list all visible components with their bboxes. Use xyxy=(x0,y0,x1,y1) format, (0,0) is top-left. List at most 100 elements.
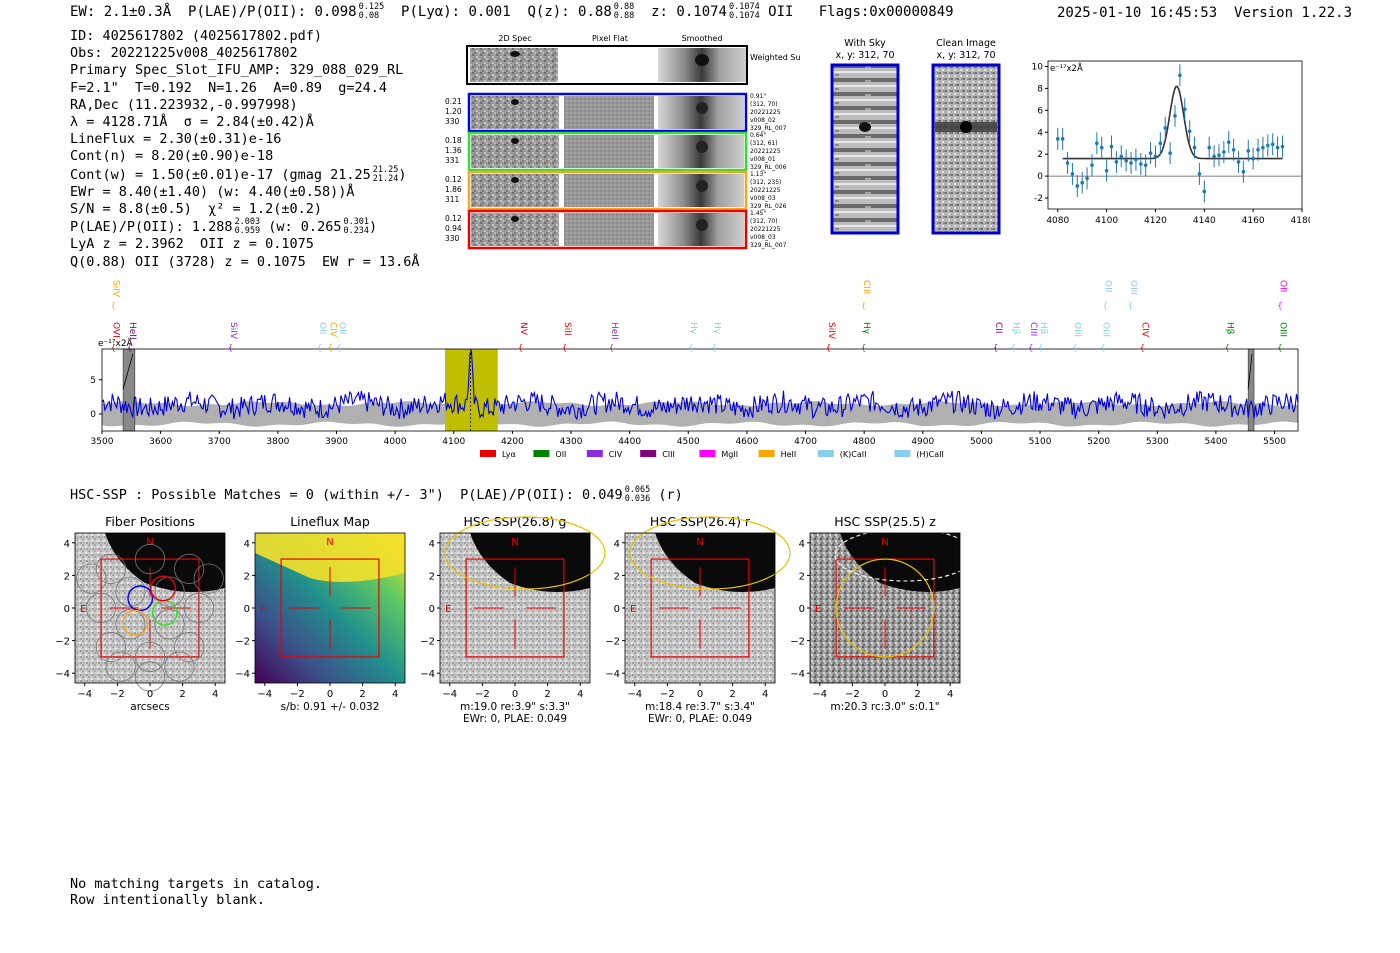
fit-data-point xyxy=(1075,184,1080,188)
info-plae-w-end: ) xyxy=(369,219,378,236)
info-lineflux: LineFlux = 2.30(±0.31)e-16 xyxy=(70,131,282,148)
footer-line-1: No matching targets in catalog. xyxy=(70,876,322,892)
detection-info: ID: 4025617802 (4025617802.pdf) Obs: 202… xyxy=(70,28,420,271)
cutout-row-left-label: 330 xyxy=(445,234,460,243)
legend-label: (K)CaII xyxy=(840,450,867,459)
header-plya: P(Lyα): 0.001 xyxy=(401,4,511,20)
spectrum-xtick-label: 4800 xyxy=(853,437,876,447)
panel-ytick-label: −4 xyxy=(235,669,250,680)
line-marker-brace: { xyxy=(127,343,132,352)
cutout-row-right-label: 20221225 xyxy=(750,109,781,116)
panel-title: HSC SSP(26.8) g xyxy=(464,514,567,529)
panel-xtick-label: −4 xyxy=(442,689,457,700)
line-marker-label: OII xyxy=(1277,280,1287,292)
line-marker-label: HeII xyxy=(127,322,137,340)
spectrum-ytick-label: 5 xyxy=(90,376,96,386)
line-marker-label: NV xyxy=(518,322,528,336)
fiber-circle xyxy=(105,651,136,682)
header-flags: Flags:0x00000849 xyxy=(818,4,954,20)
fit-data-point xyxy=(1090,163,1094,167)
line-marker-brace: { xyxy=(1277,343,1282,352)
fit-ytick-label: 10 xyxy=(1032,62,1044,72)
spectrum-xtick-label: 5400 xyxy=(1204,437,1227,447)
panel-ytick-label: 0 xyxy=(614,604,620,615)
fit-data-point xyxy=(1270,142,1275,147)
line-marker-brace: { xyxy=(228,343,233,352)
info-plae-w-lower: 0.234 xyxy=(343,226,370,237)
line-marker-brace: { xyxy=(1277,301,1282,310)
line-marker-brace: { xyxy=(1072,343,1077,352)
fit-data-point xyxy=(1114,160,1119,164)
galaxy-ellipse xyxy=(629,516,791,590)
cutout-source-dot xyxy=(511,177,519,183)
panels-group: Fiber Positions N E −4 −4 −2 −2 0 0 2 2 4 4 arcsecs Li… xyxy=(55,514,976,725)
line-marker-label: SiIV xyxy=(228,322,238,340)
cutout-pixelflat xyxy=(564,213,654,246)
info-plae-w-upper: 0.301 xyxy=(343,217,370,228)
panel-xtick-label: −2 xyxy=(110,689,125,700)
fit-data-point xyxy=(1246,149,1251,153)
legend-swatch xyxy=(758,450,775,457)
info-fit: F=2.1" T=0.192 N=1.26 A=0.89 g=24.4 xyxy=(70,79,387,96)
fit-data-point xyxy=(1207,145,1211,150)
highlighted-fiber xyxy=(127,585,154,612)
spectrum-ylabel: e⁻¹⁷x2Å xyxy=(98,337,134,349)
panel-ytick-label: 2 xyxy=(64,571,70,582)
line-marker-label: CIII xyxy=(861,280,871,294)
fiber-circle xyxy=(193,563,224,594)
fit-data-point xyxy=(1163,126,1168,130)
spectrum-xtick-label: 5100 xyxy=(1029,437,1052,447)
legend-swatch xyxy=(894,450,911,457)
line-marker-label: OIII xyxy=(1072,322,1082,337)
panel-ytick-label: 0 xyxy=(429,604,435,615)
fiber-circle xyxy=(95,553,126,584)
info-q: Q(0.88) OII (3728) z = 0.1075 EW r = 13.… xyxy=(70,253,420,270)
line-marker-label: Hγ xyxy=(688,322,698,335)
noise-band xyxy=(102,401,1298,427)
fit-chart-content: 4080 4100 4120 4140 4160 4180 -2 0 2 4 6 8 10 e⁻¹⁷x2Å xyxy=(1032,60,1310,226)
line-marker-brace: { xyxy=(993,343,998,352)
aperture-box xyxy=(280,558,380,658)
legend-swatch xyxy=(640,450,657,457)
fit-data-point xyxy=(1280,144,1285,149)
compass-east: E xyxy=(260,604,266,615)
cutout-row-right-label: 1.45" xyxy=(750,210,766,217)
panel-ytick-label: −4 xyxy=(420,669,435,680)
fit-xtick-label: 4100 xyxy=(1095,216,1118,226)
hsc-summary-upper: 0.065 xyxy=(624,485,651,495)
info-plae: P(LAE)/P(OII): 1.288 2.003 0.959 (w: 0.265… xyxy=(70,218,420,236)
fiber-circle xyxy=(174,632,205,663)
panel-ytick-label: 4 xyxy=(244,539,250,550)
fit-data-point xyxy=(1236,160,1241,164)
line-marker-label: Hβ xyxy=(1225,322,1235,335)
line-marker-label: Hγ xyxy=(861,322,871,335)
fiber-circle xyxy=(76,563,107,594)
legend-swatch xyxy=(699,450,716,457)
panel-ytick-label: 2 xyxy=(799,571,805,582)
cutout-pixelflat xyxy=(564,96,654,129)
full-chart-content: 3500 3600 3700 3800 3900 4000 4100 4200 4300 4400… xyxy=(90,280,1299,459)
fit-data-point xyxy=(1129,161,1133,165)
spectrum-xtick-label: 4200 xyxy=(501,437,524,447)
panel-xtick-label: 4 xyxy=(947,689,953,700)
sky-panels: With Sky x, y: 312, 70 Clean Image x, y:… xyxy=(830,38,1001,235)
legend-label: MgII xyxy=(721,450,738,459)
header-ew: EW: 2.1±0.3Å xyxy=(70,4,172,20)
spectrum-xtick-label: 5000 xyxy=(970,437,993,447)
with-sky-title: With Sky xyxy=(844,38,886,49)
panel-ytick-label: 2 xyxy=(614,571,620,582)
fiber-cutouts: 2D Spec Pixel Flat Smoothed Weighted Sum… xyxy=(445,34,800,250)
panel-title: HSC SSP(26.4) r xyxy=(650,514,751,529)
info-contw: Cont(w) = 1.50(±0.01)e-17 (gmag 21.25 21.… xyxy=(70,165,420,184)
galaxy-ellipse-dashed xyxy=(834,528,976,582)
panel-xtick-label: 4 xyxy=(762,689,768,700)
compass-east: E xyxy=(445,604,451,615)
cutout-row-right-label: v008_02 xyxy=(750,117,776,124)
info-id: ID: 4025617802 (4025617802.pdf) xyxy=(70,28,322,44)
compass-north: N xyxy=(326,537,333,548)
fit-data-point xyxy=(1099,145,1104,150)
fiber-circle xyxy=(164,651,195,682)
